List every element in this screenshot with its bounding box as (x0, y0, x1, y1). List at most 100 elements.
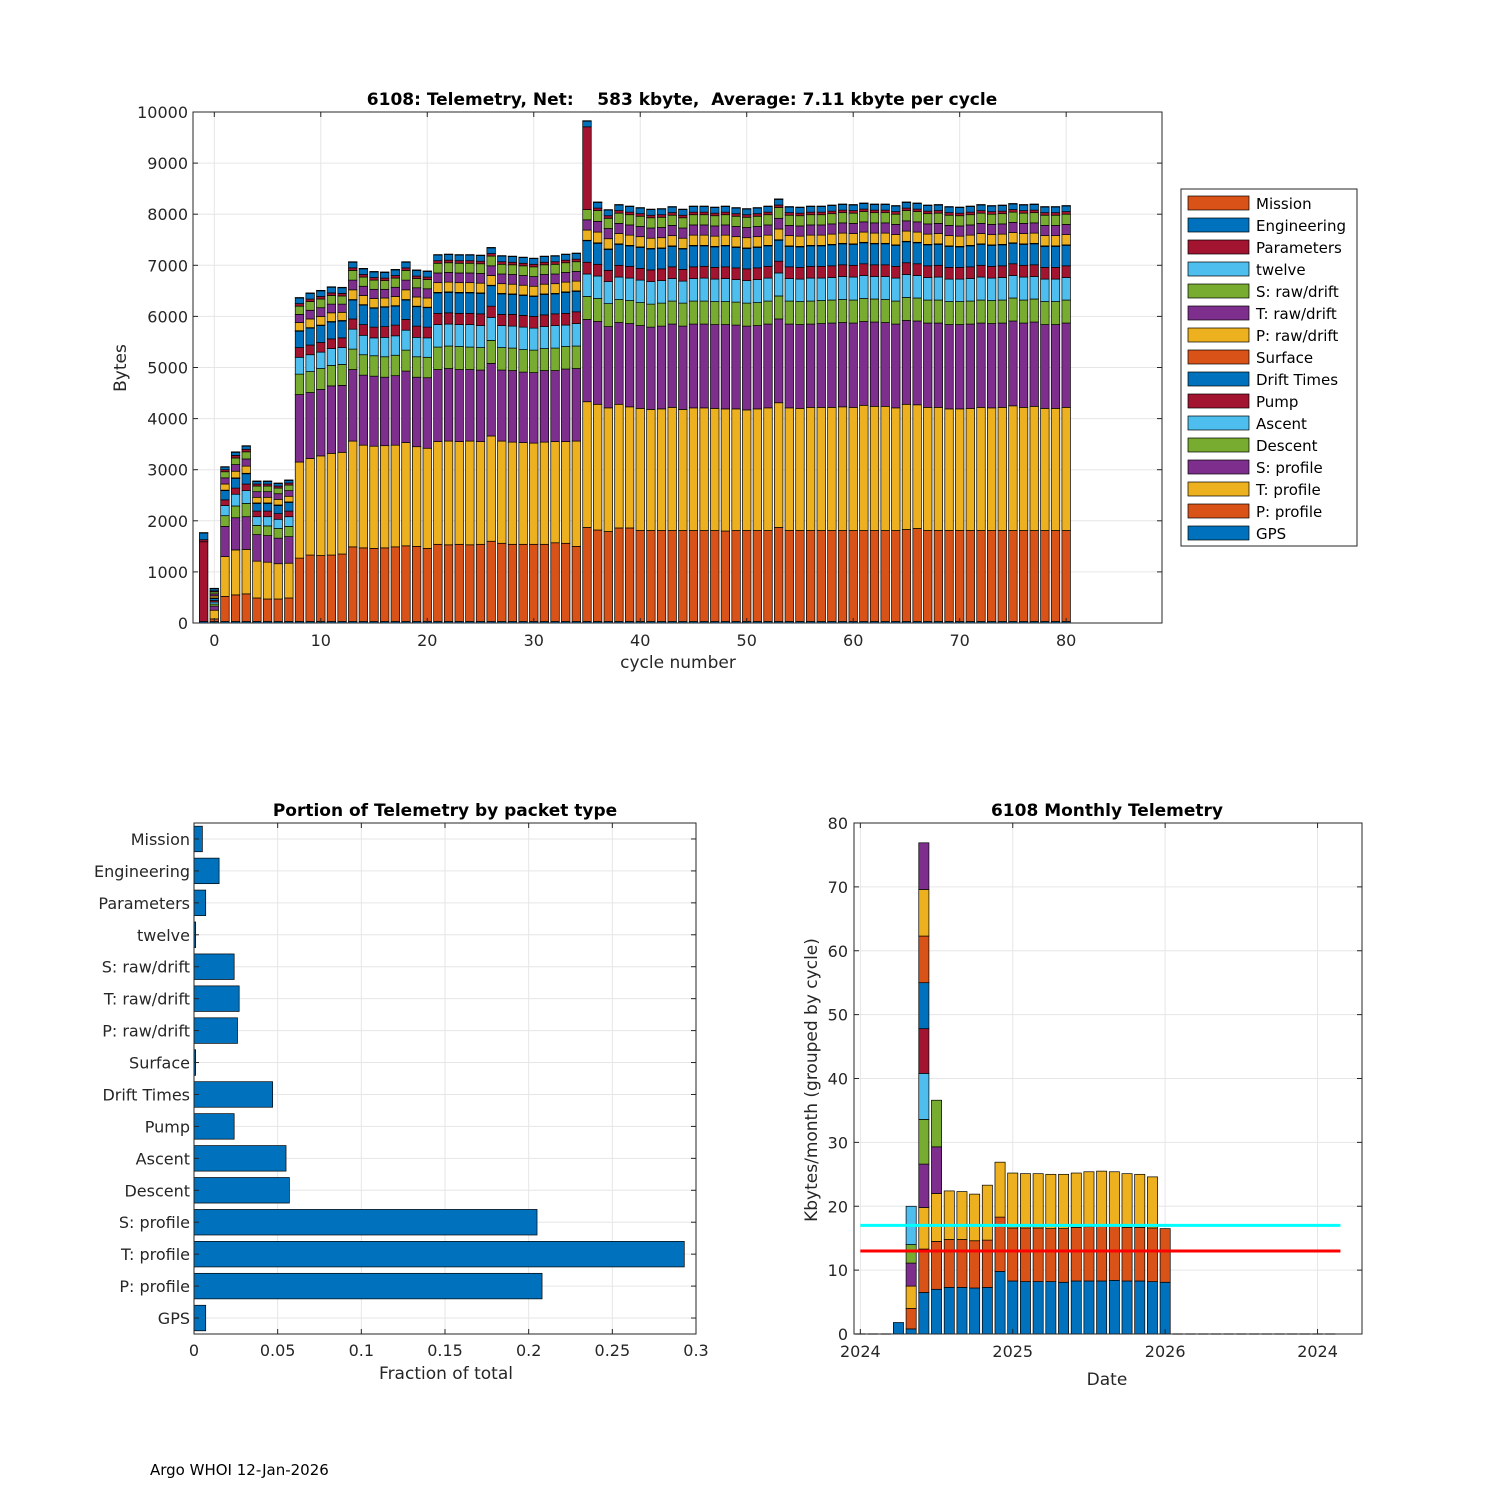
top-bar-segment (901, 320, 912, 405)
top-bar-segment (369, 271, 379, 278)
top-bar-segment (230, 487, 241, 495)
top-bar-segment (763, 265, 773, 279)
top-bar-segment (241, 593, 251, 622)
top-bar-segment (976, 210, 986, 214)
top-bar-segment (262, 503, 273, 512)
top-bar-segment (688, 211, 699, 216)
top-bar-segment (561, 441, 571, 544)
br-ytick-label: 0 (838, 1325, 848, 1344)
top-bar-segment (848, 407, 858, 531)
top-bar-segment (699, 211, 709, 216)
top-bar-segment (465, 282, 475, 293)
legend: Mission Engineering Parameters twelve S: raw… (1180, 188, 1358, 547)
top-xtick-label: 10 (311, 631, 331, 650)
top-bar-segment (688, 323, 699, 409)
top-bar-segment (593, 221, 603, 233)
top-bar-segment (955, 324, 965, 410)
top-bar-segment (443, 292, 454, 314)
br-bar-segment (969, 1240, 981, 1289)
top-ytick-label: 0 (178, 614, 188, 633)
top-bar-segment (987, 211, 997, 215)
br-bar-segment (1121, 1280, 1133, 1335)
legend-swatch (1187, 327, 1250, 343)
top-bar-segment (923, 530, 933, 622)
top-bar-segment (731, 324, 741, 410)
bl-bar (193, 985, 240, 1012)
top-bar-segment (784, 246, 794, 268)
top-bar-segment (422, 270, 432, 272)
top-bar-segment (294, 303, 305, 307)
top-bar-segment (891, 245, 901, 267)
top-bar-segment (827, 277, 837, 301)
br-xtick-label: 2024 (1297, 1342, 1338, 1361)
top-bar-segment (550, 313, 560, 326)
top-bar-segment (816, 224, 826, 236)
top-bar-segment (656, 214, 667, 218)
top-bar-segment (316, 298, 326, 309)
top-bar-segment (412, 545, 422, 622)
top-bar-segment (241, 473, 251, 485)
top-bar-segment (763, 277, 773, 302)
top-bar-segment (624, 211, 635, 216)
legend-swatch (1187, 349, 1250, 365)
bl-xtick-label: 0.15 (427, 1341, 463, 1360)
top-bar-segment (1018, 223, 1029, 234)
top-bar-segment (273, 528, 283, 539)
top-bar-segment (390, 277, 400, 288)
top-bar-segment (475, 254, 486, 256)
top-bar-segment (805, 265, 816, 279)
top-bar-segment (774, 239, 784, 262)
top-bar-segment (539, 543, 550, 622)
top-bar-segment (997, 530, 1007, 622)
top-bar-segment (497, 255, 507, 263)
top-bar-segment (593, 231, 603, 244)
top-bar-segment (837, 222, 848, 234)
top-bar-segment (465, 544, 475, 622)
top-bar-segment (1050, 206, 1061, 208)
top-bar-segment (720, 301, 731, 325)
top-bar-segment (305, 298, 315, 302)
top-bar-segment (593, 529, 603, 622)
top-bar-segment (550, 255, 560, 263)
br-bar-segment (931, 1288, 942, 1335)
top-bar-segment (944, 408, 954, 531)
top-bar-segment (507, 274, 518, 285)
top-bar-segment (593, 207, 603, 211)
top-bar-segment (795, 301, 805, 325)
top-bar-segment (869, 232, 880, 244)
top-bar-segment (380, 326, 390, 338)
top-bar-segment (710, 278, 720, 302)
br-bar-segment (1147, 1281, 1158, 1335)
top-bar-segment (1018, 210, 1029, 214)
top-bar-segment (284, 490, 294, 497)
top-bar-segment (337, 287, 347, 294)
top-bar-segment (561, 346, 571, 370)
top-bar-segment (337, 385, 347, 453)
br-ytick-label: 20 (828, 1197, 848, 1216)
br-bar-segment (969, 1193, 981, 1242)
legend-label: S: raw/drift (1256, 283, 1339, 301)
top-bar-segment (465, 312, 475, 325)
top-bar-segment (731, 226, 741, 238)
br-bar-segment (918, 982, 930, 1030)
top-bar-segment (433, 441, 443, 545)
top-bar-segment (507, 370, 518, 443)
legend-label: P: raw/drift (1256, 327, 1338, 345)
top-bar-segment (262, 491, 273, 498)
top-bar-segment (656, 208, 667, 210)
top-bar-segment (348, 261, 358, 269)
top-bar-segment (294, 297, 305, 304)
top-bar-segment (731, 207, 741, 215)
top-bar-segment (944, 206, 954, 208)
top-bar-segment (401, 349, 411, 372)
top-bar-segment (1050, 266, 1061, 280)
top-bar-segment (337, 311, 347, 321)
top-bar-segment (955, 301, 965, 325)
top-bar-segment (837, 276, 848, 300)
top-bar-segment (252, 496, 262, 504)
top-bar-segment (667, 225, 677, 237)
top-bar-segment (486, 540, 496, 622)
top-bar-segment (997, 233, 1007, 245)
top-bar-segment (230, 457, 241, 465)
top-bar-segment (1008, 242, 1018, 265)
